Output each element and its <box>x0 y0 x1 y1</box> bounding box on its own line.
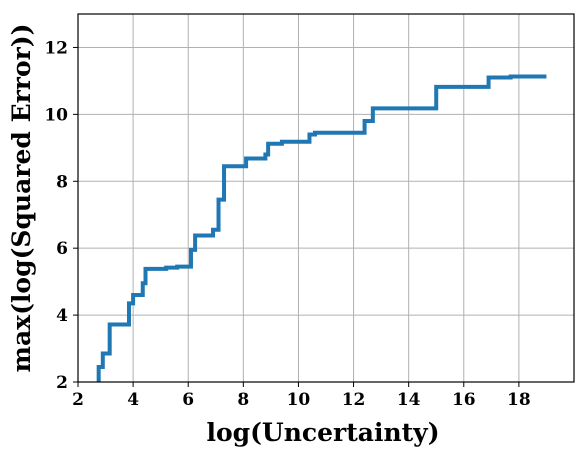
grid <box>77 14 574 383</box>
plot-frame <box>77 13 575 383</box>
x-tick-label: 16 <box>452 390 476 410</box>
x-tick-label: 2 <box>72 390 84 410</box>
x-tick-label: 6 <box>182 390 194 410</box>
y-axis-label: max(log(Squared Error)) <box>7 24 36 373</box>
series <box>96 74 547 382</box>
x-axis-label: log(Uncertainty) <box>206 418 439 447</box>
x-tick-label: 14 <box>397 390 421 410</box>
y-tick-label: 12 <box>44 38 68 58</box>
x-tick-label: 4 <box>127 390 139 410</box>
series-line <box>96 74 547 382</box>
x-tick-label: 18 <box>507 390 531 410</box>
tick-labels: 2 4 6 8 10 12 14 16 18 2 4 6 8 10 12 <box>44 38 530 410</box>
y-tick-label: 8 <box>56 172 68 192</box>
y-tick-label: 6 <box>56 239 68 259</box>
x-tick-label: 10 <box>287 390 311 410</box>
plot-background <box>78 14 574 382</box>
y-tick-label: 4 <box>56 306 68 326</box>
ticks <box>73 46 520 387</box>
y-tick-label: 2 <box>56 373 68 393</box>
y-tick-label: 10 <box>44 105 68 125</box>
x-tick-label: 8 <box>237 390 249 410</box>
x-tick-label: 12 <box>342 390 366 410</box>
